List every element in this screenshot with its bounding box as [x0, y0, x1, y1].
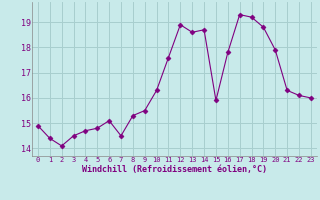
X-axis label: Windchill (Refroidissement éolien,°C): Windchill (Refroidissement éolien,°C): [82, 165, 267, 174]
